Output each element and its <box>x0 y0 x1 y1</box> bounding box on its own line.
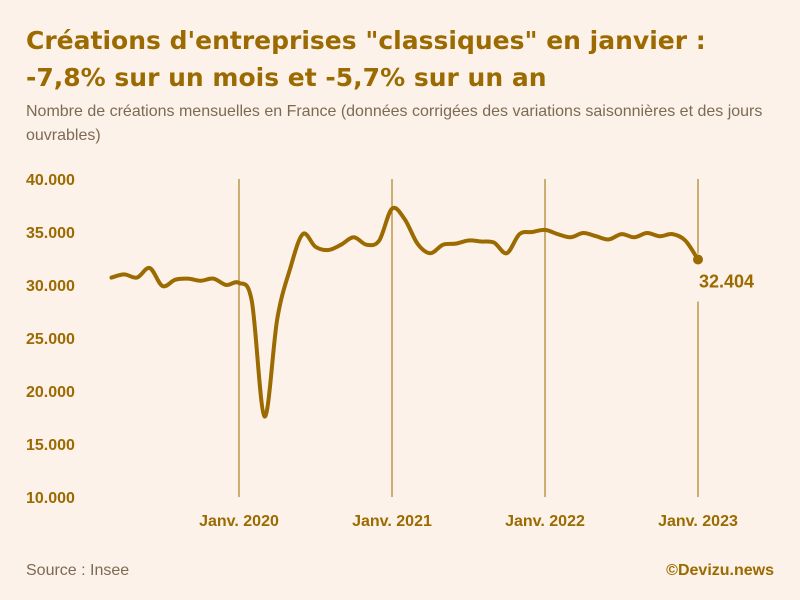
y-tick-label: 40.000 <box>26 172 75 189</box>
x-tick-label: Janv. 2023 <box>658 513 738 530</box>
y-tick-label: 10.000 <box>26 490 75 507</box>
brand-credit: ©Devizu.news <box>666 562 774 579</box>
y-tick-label: 20.000 <box>26 384 75 401</box>
x-tick-label: Janv. 2022 <box>505 513 585 530</box>
y-tick-label: 35.000 <box>26 225 75 242</box>
x-tick-label: Janv. 2021 <box>352 513 432 530</box>
chart-title: Créations d'entreprises "classiques" en … <box>26 26 706 92</box>
source-note: Source : Insee <box>26 562 130 579</box>
last-value-marker <box>693 254 703 265</box>
y-tick-label: 25.000 <box>26 331 75 348</box>
y-tick-label: 30.000 <box>26 278 75 295</box>
last-value-label: 32.404 <box>699 272 754 292</box>
y-tick-label: 15.000 <box>26 437 75 454</box>
series-line <box>109 205 700 419</box>
x-tick-label: Janv. 2020 <box>199 513 279 530</box>
chart-subtitle: Nombre de créations mensuelles en France… <box>26 103 763 144</box>
